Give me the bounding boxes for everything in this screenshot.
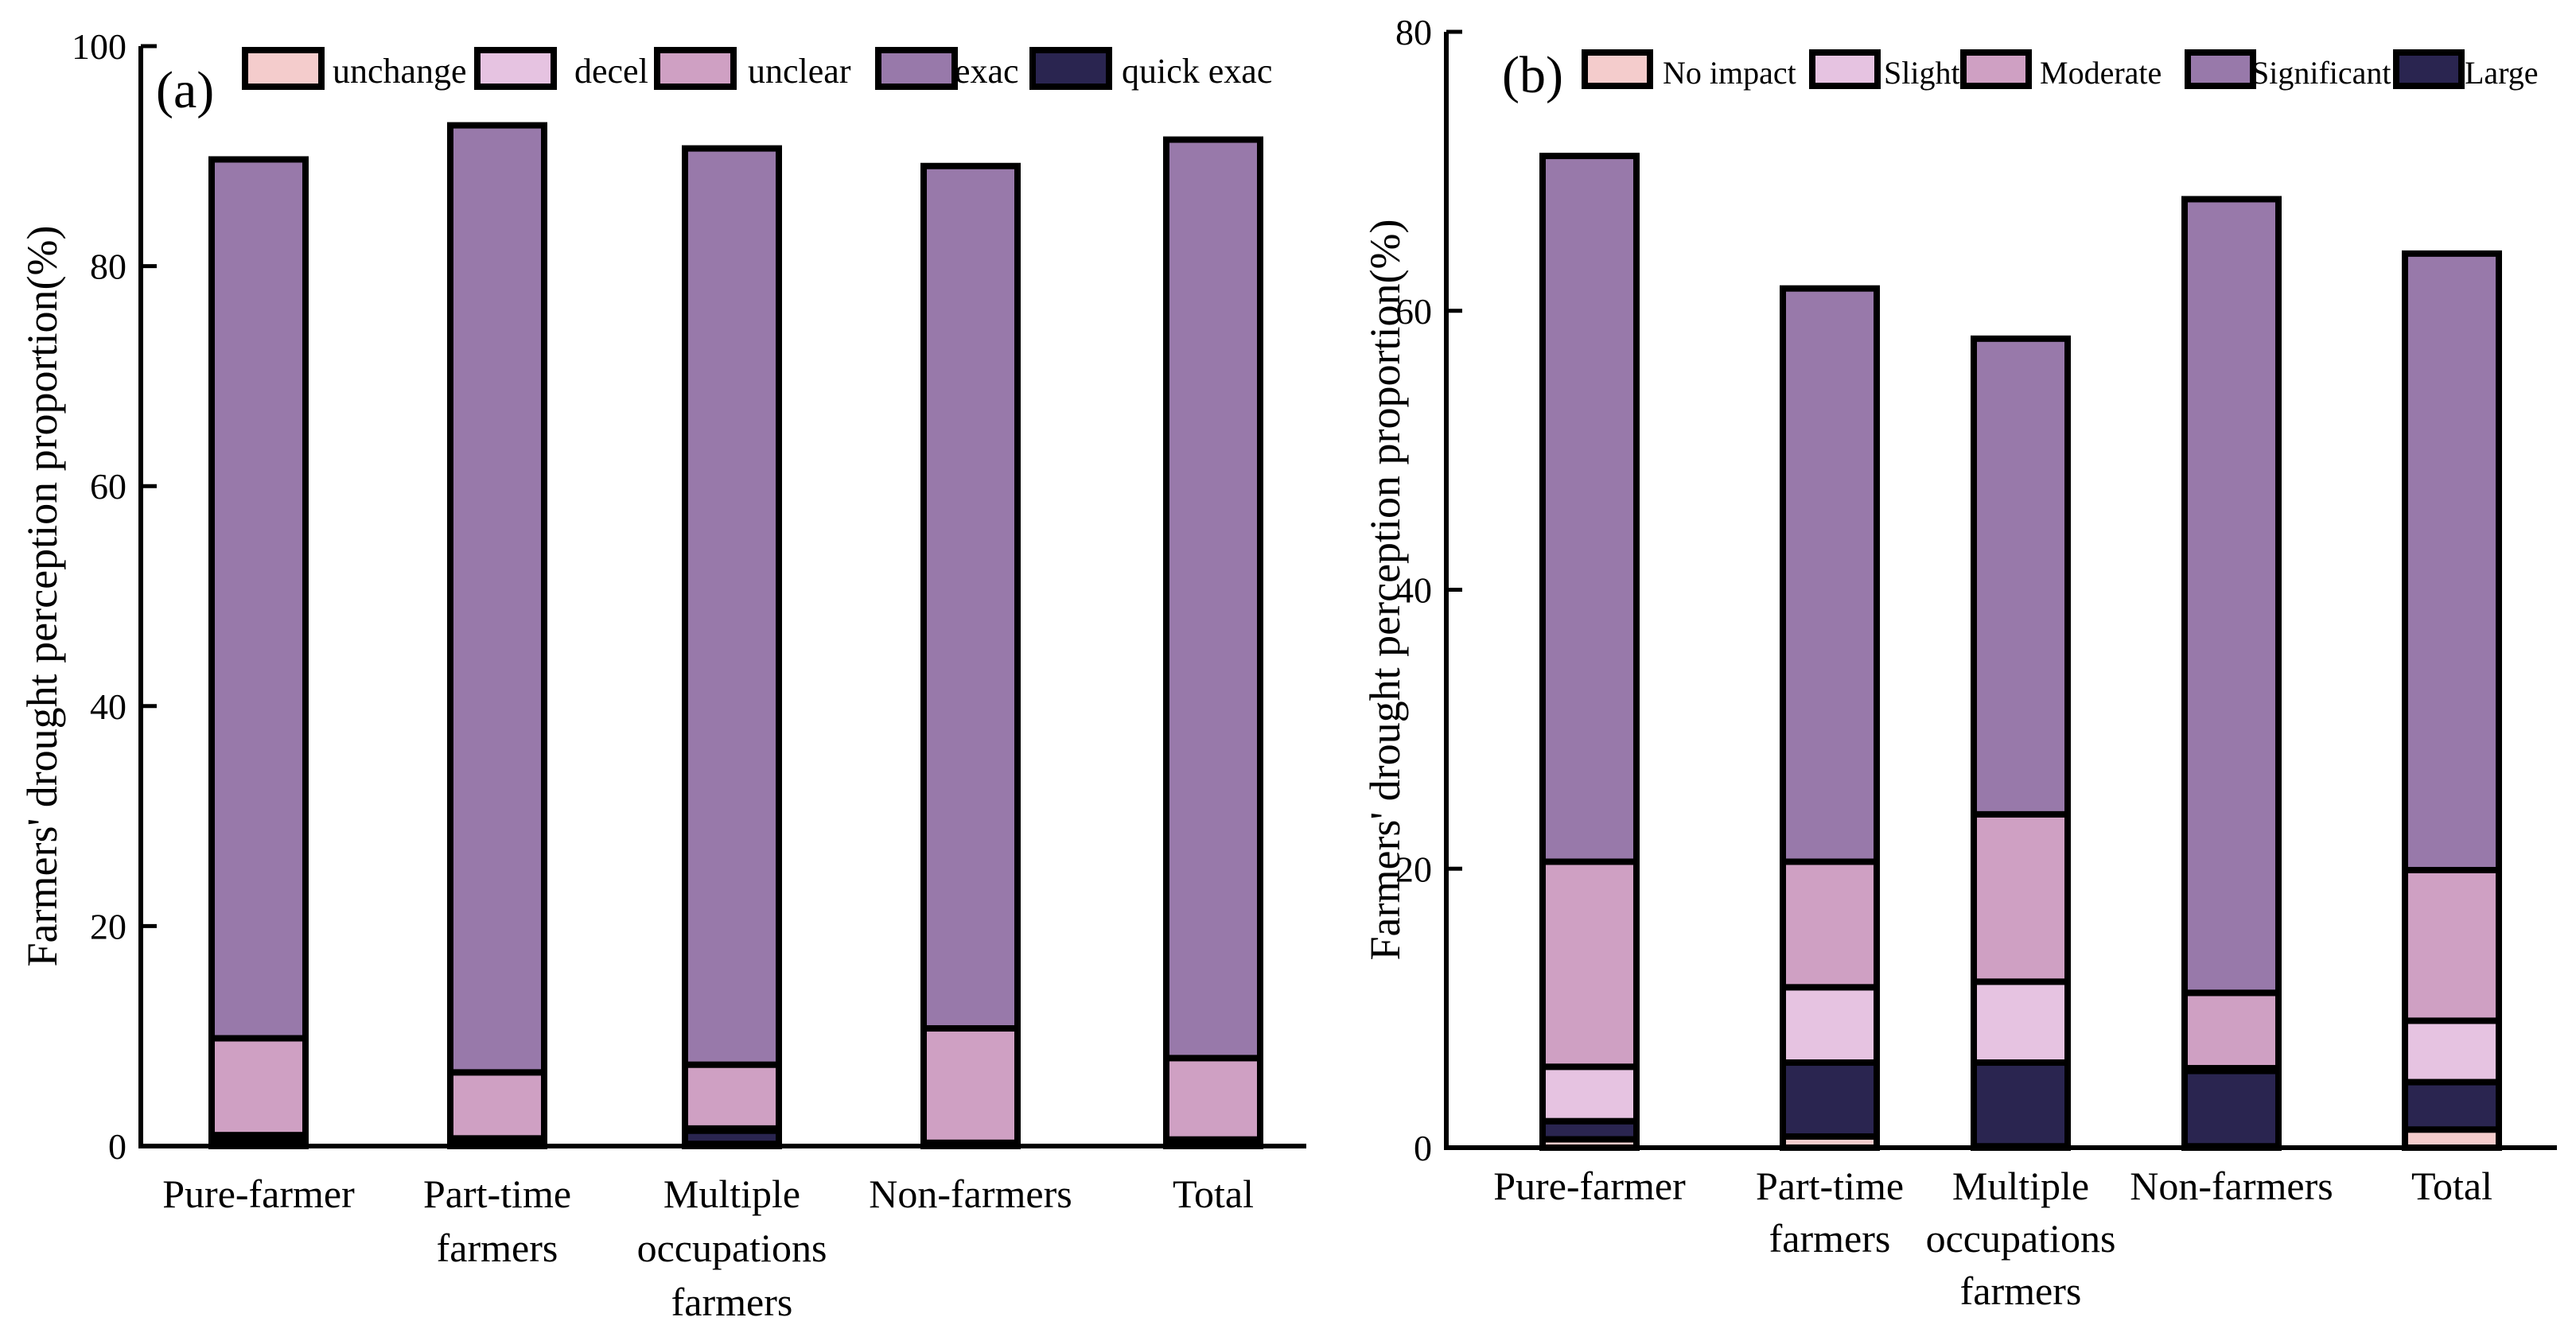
y-tick-label: 0 <box>1414 1128 1432 1168</box>
bar-segment-large <box>2181 1067 2282 1150</box>
legend-swatch <box>1960 49 2032 89</box>
legend-label: unchange <box>333 52 467 91</box>
bar-segment-exac <box>208 156 309 1042</box>
category-label: Total <box>1173 1172 1254 1216</box>
bar-segment-moderate <box>2402 867 2502 1024</box>
y-axis-title: Farmers' drought perception proportion(%… <box>1361 220 1409 961</box>
bar-segment-exac <box>447 122 547 1076</box>
y-tick-label: 60 <box>90 466 126 507</box>
legend-swatch <box>875 47 958 90</box>
category-label: occupations <box>1926 1216 2116 1261</box>
legend-label: exac <box>955 52 1019 91</box>
category-label: Pure-farmer <box>1493 1164 1686 1208</box>
legend-swatch <box>1809 49 1881 89</box>
legend-label: Large <box>2465 55 2539 91</box>
y-tick-label: 80 <box>90 247 126 287</box>
y-tick-label: 60 <box>1395 291 1432 332</box>
y-tick-label: 20 <box>1395 849 1432 889</box>
bar-segment-slight <box>1539 1063 1640 1125</box>
bar-segment-unclear <box>447 1069 547 1142</box>
bar-segment-exac <box>1163 136 1263 1062</box>
category-label: farmers <box>1960 1269 2082 1313</box>
legend-label: decel <box>574 52 648 91</box>
bar-segment-large <box>2402 1078 2502 1133</box>
bar-segment-moderate <box>1780 858 1880 991</box>
bar-segment-slight <box>1780 984 1880 1067</box>
legend-swatch <box>242 47 325 90</box>
legend-label: quick exac <box>1122 52 1272 91</box>
y-tick-label: 20 <box>90 906 126 946</box>
legend-label: unclear <box>748 52 851 91</box>
bar-segment-exac <box>682 145 782 1068</box>
y-tick-label: 40 <box>1395 570 1432 611</box>
bar-segment-significant <box>1539 153 1640 865</box>
bar-segment-large <box>1780 1059 1880 1140</box>
y-tick-label: 80 <box>1395 12 1432 52</box>
category-label: Multiple <box>663 1172 800 1216</box>
category-label: Pure-farmer <box>162 1172 355 1216</box>
legend-swatch <box>474 47 557 90</box>
panel-letter: (a) <box>156 61 214 119</box>
legend-swatch <box>1582 49 1653 89</box>
bar-segment-exac <box>920 162 1021 1032</box>
bar-segment-moderate <box>2181 989 2282 1072</box>
bar-segment-significant <box>2402 250 2502 874</box>
panel-letter: (b) <box>1502 46 1563 104</box>
bar-segment-significant <box>1971 335 2071 818</box>
bar-segment-significant <box>1780 285 1880 865</box>
category-label: occupations <box>637 1226 827 1270</box>
bar-segment-unclear <box>682 1061 782 1132</box>
bar-segment-unclear <box>208 1035 309 1139</box>
y-tick-label: 40 <box>90 686 126 727</box>
category-label: Non-farmers <box>2130 1164 2333 1208</box>
category-label: farmers <box>437 1226 558 1270</box>
bar-segment-unclear <box>1163 1055 1263 1143</box>
bar-segment-slight <box>2402 1017 2502 1086</box>
legend-swatch <box>654 47 737 90</box>
legend-label: Significant <box>2251 55 2391 91</box>
category-label: Total <box>2411 1164 2492 1208</box>
legend-swatch <box>2393 49 2465 89</box>
y-tick-label: 100 <box>72 26 126 67</box>
category-label: Part-time <box>423 1172 571 1216</box>
chart-panel-a: Pure-farmer Part-time farmers Multiple occup… <box>18 26 1306 1324</box>
legend-swatch <box>1029 47 1112 90</box>
category-label: Part-time <box>1756 1164 1904 1208</box>
legend-label: Moderate <box>2040 55 2162 91</box>
legend-label: No impact <box>1663 55 1796 91</box>
category-label: Non-farmers <box>869 1172 1072 1216</box>
bar-segment-large <box>1971 1059 2071 1150</box>
bar-segment-unclear <box>920 1025 1021 1146</box>
bar-segment-slight <box>1971 978 2071 1067</box>
bar-segment-moderate <box>1539 858 1640 1071</box>
y-axis-title: Farmers' drought perception proportion(%… <box>18 226 66 967</box>
bar-segment-significant <box>2181 196 2282 997</box>
category-label: Multiple <box>1952 1164 2089 1208</box>
y-tick-label: 0 <box>108 1126 126 1167</box>
legend-swatch <box>2185 49 2256 89</box>
legend-label: Slight <box>1884 55 1960 91</box>
category-label: farmers <box>1769 1216 1891 1261</box>
chart-panel-b: Pure-farmer Part-time farmers Multiple occup… <box>1361 12 2557 1313</box>
bar-segment-moderate <box>1971 810 2071 985</box>
category-label: farmers <box>671 1280 793 1324</box>
